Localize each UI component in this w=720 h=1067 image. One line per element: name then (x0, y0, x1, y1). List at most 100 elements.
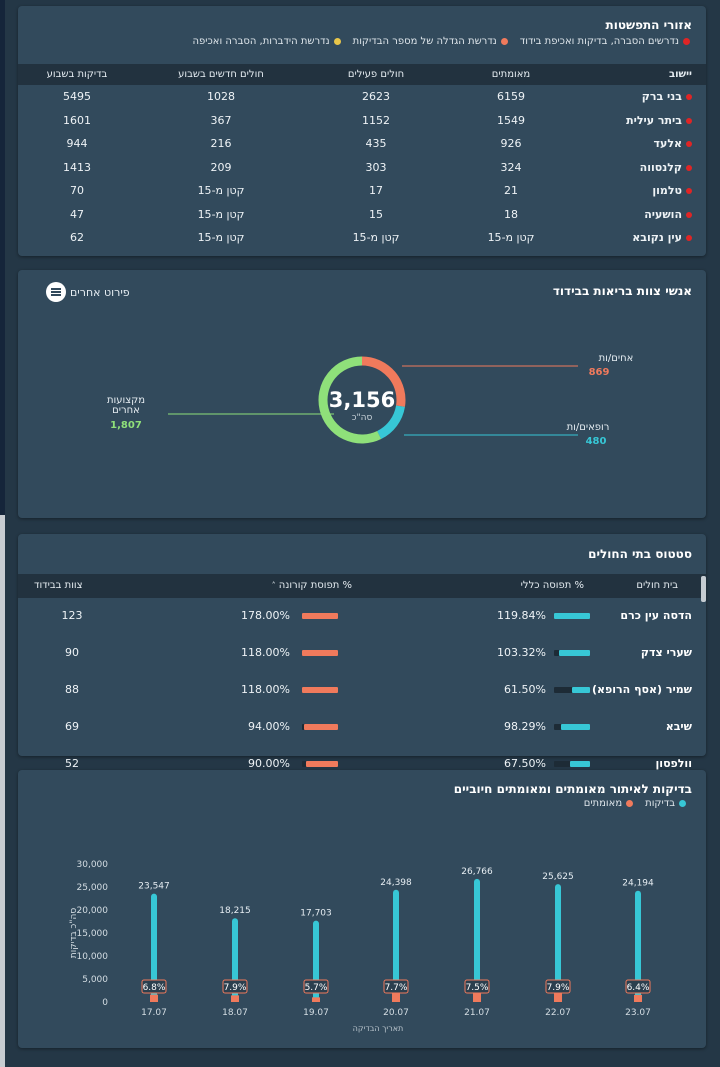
others-label-2: אחרים (112, 405, 140, 416)
confirmed-bar[interactable] (392, 993, 400, 1002)
city-name: עין נקובא (632, 231, 682, 245)
doctors-label: רופאים/ות (567, 422, 610, 433)
corona-bar (302, 724, 338, 730)
others-arc[interactable] (318, 356, 382, 444)
column-header[interactable]: בית חולים (636, 580, 678, 591)
corona-bar-fill (302, 613, 338, 619)
table-cell: 18 (504, 207, 518, 221)
tests-bar[interactable] (474, 878, 480, 1002)
table-cell: קטן מ-15 (352, 231, 400, 245)
legend-label: בדיקות (645, 798, 675, 809)
column-header[interactable]: % תפוסה כללי (520, 580, 584, 591)
corona-value: 178.00% (241, 609, 290, 622)
tests-bar[interactable] (393, 889, 399, 1002)
table-row: אלעד 926 435 216 944 (18, 132, 706, 156)
donut-total: 3,156 (329, 388, 395, 412)
table-cell: קטן מ-15 (487, 231, 535, 245)
legend-item-orange: נדרשת הגדלה של מספר הבדיקות (353, 36, 508, 47)
occupancy-bar (554, 613, 590, 619)
corona-bar (302, 687, 338, 693)
city-cell: ביתר עילית (576, 109, 706, 133)
hospital-name: שמיר (אסף הרופא) (592, 683, 692, 696)
table-cell: 216 (210, 137, 232, 151)
city-name: בני ברק (641, 90, 682, 104)
table-row: הדסה עין כרם 119.84% 178.00% 123 (18, 598, 706, 634)
menu-icon[interactable] (46, 282, 66, 302)
isolation-value: 69 (65, 720, 79, 733)
x-axis-label: תאריך הבדיקה (353, 1024, 404, 1033)
percent-label: 7.7% (385, 983, 408, 993)
column-header[interactable]: חולים חדשים בשבוע (178, 69, 264, 80)
confirmed-bar[interactable] (473, 992, 481, 1002)
table-cell: 1028 (207, 90, 235, 104)
tests-bar[interactable] (635, 890, 641, 1002)
tests-bar[interactable] (151, 893, 157, 1002)
table-row: טלמון 21 17 קטן מ-15 70 (18, 179, 706, 203)
column-header[interactable]: צוות בבידוד (34, 580, 83, 591)
table-cell: 6159 (497, 90, 525, 104)
city-name: ביתר עילית (626, 113, 682, 127)
other-breakdown-button[interactable]: פירוט אחרים (46, 282, 130, 302)
confirmed-bar[interactable] (312, 997, 320, 1002)
city-name: אלעד (653, 137, 682, 151)
x-tick-label: 23.07 (625, 1008, 651, 1018)
hospital-name: שערי צדק (640, 646, 692, 659)
yellow-dot-icon (333, 38, 341, 45)
tests-value-label: 17,703 (300, 909, 332, 919)
tests-bar[interactable] (555, 884, 561, 1002)
y-tick-label: 15,000 (77, 929, 109, 939)
column-header-sorted[interactable]: % תפוסת קורונה ˄ (272, 580, 352, 591)
table-scrollbar[interactable] (701, 576, 706, 602)
tests-value-label: 26,766 (461, 867, 493, 877)
city-cell: הושעיה (576, 203, 706, 227)
corona-bar (302, 613, 338, 619)
column-header[interactable]: בדיקות בשבוע (46, 69, 108, 80)
x-tick-label: 17.07 (141, 1008, 167, 1018)
city-name: קלנסווה (639, 160, 682, 174)
column-header[interactable]: יישוב (668, 69, 692, 80)
occupancy-value: 103.32% (497, 646, 546, 659)
red-dot-icon (686, 235, 692, 242)
corona-value: 118.00% (241, 683, 290, 696)
table-cell: 21 (504, 184, 518, 198)
table-cell: 15 (369, 207, 383, 221)
occupancy-bar (554, 761, 590, 767)
legend-label: נדרשת הגדלה של מספר הבדיקות (352, 36, 497, 47)
corona-value: 90.00% (248, 757, 290, 770)
column-header-label: % תפוסת קורונה (278, 580, 352, 591)
left-scroll-edge (0, 515, 5, 1067)
hospital-name: שיבא (665, 720, 692, 733)
table-row: שמיר (אסף הרופא) 61.50% 118.00% 88 (18, 672, 706, 708)
confirmed-bar[interactable] (634, 994, 642, 1002)
percent-badge (545, 979, 571, 994)
occupancy-value: 61.50% (504, 683, 546, 696)
hospital-name: וולפסון (655, 757, 692, 770)
table-cell: 70 (70, 184, 84, 198)
occupancy-bar (554, 687, 590, 693)
legend-item-red: נדרשים הסברה, בדיקות ואכיפת בידוד (520, 36, 690, 47)
occupancy-value: 119.84% (497, 609, 546, 622)
spread-table: יישוב מאומתים חולים פעילים חולים חדשים ב… (18, 64, 706, 250)
occupancy-bar (554, 724, 590, 730)
red-dot-icon (686, 141, 692, 148)
table-cell: 303 (365, 160, 387, 174)
column-header[interactable]: מאומתים (491, 69, 531, 80)
legend-item-confirmed[interactable]: מאומתים (584, 798, 634, 809)
isolation-value: 123 (61, 609, 83, 622)
table-row: עין נקובא קטן מ-15 קטן מ-15 קטן מ-15 62 (18, 226, 706, 250)
staff-isolation-card: אנשי צוות בריאות בבידוד פירוט אחרים 3,15… (18, 270, 706, 518)
tests-value-label: 24,194 (622, 879, 654, 889)
table-cell: 926 (500, 137, 522, 151)
table-cell: קטן מ-15 (197, 207, 245, 221)
nurses-arc[interactable] (361, 356, 406, 407)
staff-title: אנשי צוות בריאות בבידוד (552, 284, 692, 298)
confirmed-bar[interactable] (231, 995, 239, 1002)
legend-item-tests[interactable]: בדיקות (645, 798, 686, 809)
isolation-value: 90 (65, 646, 79, 659)
doctors-arc[interactable] (376, 405, 405, 440)
confirmed-bar[interactable] (150, 994, 158, 1002)
tests-title: בדיקות לאיתור מאומתים ומאומתים חיוביים (453, 782, 692, 796)
column-header[interactable]: חולים פעילים (347, 69, 405, 80)
others-label-1: מקצועות (107, 395, 145, 406)
confirmed-bar[interactable] (554, 992, 562, 1002)
